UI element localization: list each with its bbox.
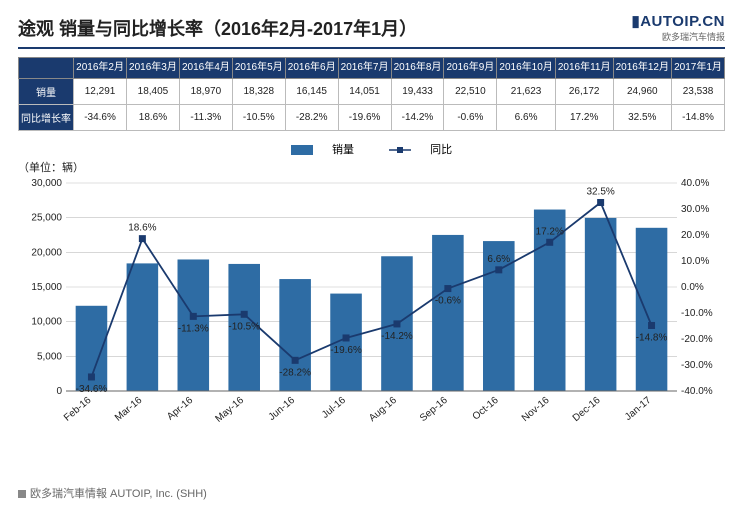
- col-header: 2017年1月: [672, 58, 725, 79]
- svg-text:6.6%: 6.6%: [487, 254, 510, 265]
- cell-sales: 18,970: [179, 79, 232, 105]
- cell-yoy: -0.6%: [444, 105, 497, 131]
- cell-yoy: -34.6%: [74, 105, 127, 131]
- cell-sales: 24,960: [613, 79, 671, 105]
- svg-text:-34.6%: -34.6%: [76, 384, 108, 395]
- col-header: 2016年11月: [555, 58, 613, 79]
- svg-text:-28.2%: -28.2%: [279, 367, 311, 378]
- cell-yoy: -11.3%: [179, 105, 232, 131]
- svg-text:Jun-16: Jun-16: [267, 395, 298, 423]
- svg-text:-14.8%: -14.8%: [636, 332, 668, 343]
- cell-sales: 14,051: [338, 79, 391, 105]
- cell-yoy: -28.2%: [285, 105, 338, 131]
- svg-text:Jan-17: Jan-17: [623, 395, 654, 423]
- cell-yoy: 6.6%: [497, 105, 555, 131]
- footer-icon: [18, 490, 26, 498]
- svg-text:Oct-16: Oct-16: [471, 395, 501, 423]
- footer-text: 欧多瑞汽車情報 AUTOIP, Inc. (SHH): [30, 488, 207, 500]
- svg-text:40.0%: 40.0%: [681, 178, 709, 189]
- svg-text:-11.3%: -11.3%: [178, 323, 209, 334]
- svg-text:-0.6%: -0.6%: [435, 296, 461, 307]
- svg-text:Apr-16: Apr-16: [165, 395, 195, 423]
- svg-text:Dec-16: Dec-16: [571, 395, 603, 424]
- svg-text:30.0%: 30.0%: [681, 204, 709, 215]
- svg-text:Nov-16: Nov-16: [520, 395, 552, 424]
- svg-text:-19.6%: -19.6%: [330, 345, 362, 356]
- logo: ▮AUTOIP.CN 欧多瑞汽车情报: [631, 12, 725, 43]
- svg-text:0.0%: 0.0%: [681, 282, 704, 293]
- data-table: 2016年2月2016年3月2016年4月2016年5月2016年6月2016年…: [18, 57, 725, 131]
- col-header: 2016年4月: [179, 58, 232, 79]
- col-header: 2016年6月: [285, 58, 338, 79]
- cell-sales: 12,291: [74, 79, 127, 105]
- svg-text:-20.0%: -20.0%: [681, 334, 713, 345]
- svg-text:32.5%: 32.5%: [586, 187, 614, 198]
- svg-text:-30.0%: -30.0%: [681, 360, 713, 371]
- row-header-sales: 销量: [19, 79, 74, 105]
- svg-text:20,000: 20,000: [31, 247, 62, 258]
- svg-text:-10.0%: -10.0%: [681, 308, 713, 319]
- cell-yoy: 18.6%: [127, 105, 180, 131]
- col-header: 2016年7月: [338, 58, 391, 79]
- svg-text:-10.5%: -10.5%: [228, 321, 260, 332]
- cell-sales: 16,145: [285, 79, 338, 105]
- unit-label: （单位：辆）: [18, 159, 725, 175]
- svg-text:25,000: 25,000: [31, 213, 62, 224]
- col-header: 2016年3月: [127, 58, 180, 79]
- svg-text:Jul-16: Jul-16: [320, 395, 348, 421]
- logo-sub: 欧多瑞汽车情报: [631, 30, 725, 43]
- cell-sales: 19,433: [391, 79, 444, 105]
- cell-yoy: -19.6%: [338, 105, 391, 131]
- svg-text:Mar-16: Mar-16: [113, 395, 145, 424]
- logo-main: ▮AUTOIP.CN: [631, 12, 725, 30]
- page-title: 途观 销量与同比增长率（2016年2月-2017年1月）: [18, 15, 417, 41]
- svg-text:Sep-16: Sep-16: [418, 395, 450, 424]
- svg-text:10.0%: 10.0%: [681, 256, 709, 267]
- svg-text:Aug-16: Aug-16: [367, 395, 399, 424]
- col-header: 2016年8月: [391, 58, 444, 79]
- cell-yoy: -14.8%: [672, 105, 725, 131]
- svg-text:Feb-16: Feb-16: [62, 395, 94, 424]
- svg-text:30,000: 30,000: [31, 178, 62, 189]
- svg-text:10,000: 10,000: [31, 317, 62, 328]
- svg-text:-40.0%: -40.0%: [681, 386, 713, 397]
- svg-text:May-16: May-16: [214, 395, 247, 425]
- col-header: 2016年10月: [497, 58, 555, 79]
- col-header: 2016年9月: [444, 58, 497, 79]
- svg-text:20.0%: 20.0%: [681, 230, 709, 241]
- header: 途观 销量与同比增长率（2016年2月-2017年1月） ▮AUTOIP.CN …: [18, 12, 725, 49]
- svg-text:15,000: 15,000: [31, 282, 62, 293]
- legend-line: 同比: [430, 144, 452, 156]
- col-header: 2016年2月: [74, 58, 127, 79]
- footer: 欧多瑞汽車情報 AUTOIP, Inc. (SHH): [18, 485, 207, 501]
- cell-yoy: 17.2%: [555, 105, 613, 131]
- cell-yoy: 32.5%: [613, 105, 671, 131]
- row-header-yoy: 同比增长率: [19, 105, 74, 131]
- svg-text:17.2%: 17.2%: [536, 226, 564, 237]
- col-header: 2016年12月: [613, 58, 671, 79]
- cell-sales: 21,623: [497, 79, 555, 105]
- cell-yoy: -10.5%: [232, 105, 285, 131]
- cell-sales: 18,405: [127, 79, 180, 105]
- svg-text:-14.2%: -14.2%: [381, 331, 413, 342]
- svg-text:0: 0: [56, 386, 62, 397]
- cell-sales: 18,328: [232, 79, 285, 105]
- col-header: 2016年5月: [232, 58, 285, 79]
- combo-chart: 0 5,000 10,000 15,000 20,000 25,000 30,000 -40.…: [18, 177, 725, 447]
- cell-yoy: -14.2%: [391, 105, 444, 131]
- cell-sales: 23,538: [672, 79, 725, 105]
- svg-text:5,000: 5,000: [37, 351, 62, 362]
- cell-sales: 26,172: [555, 79, 613, 105]
- svg-text:18.6%: 18.6%: [128, 223, 156, 234]
- cell-sales: 22,510: [444, 79, 497, 105]
- chart-area: 销量 同比 （单位：辆） 0 5,000 10,000 15,000 20,000 25,…: [18, 141, 725, 447]
- chart-legend: 销量 同比: [18, 141, 725, 157]
- legend-bar: 销量: [332, 144, 354, 156]
